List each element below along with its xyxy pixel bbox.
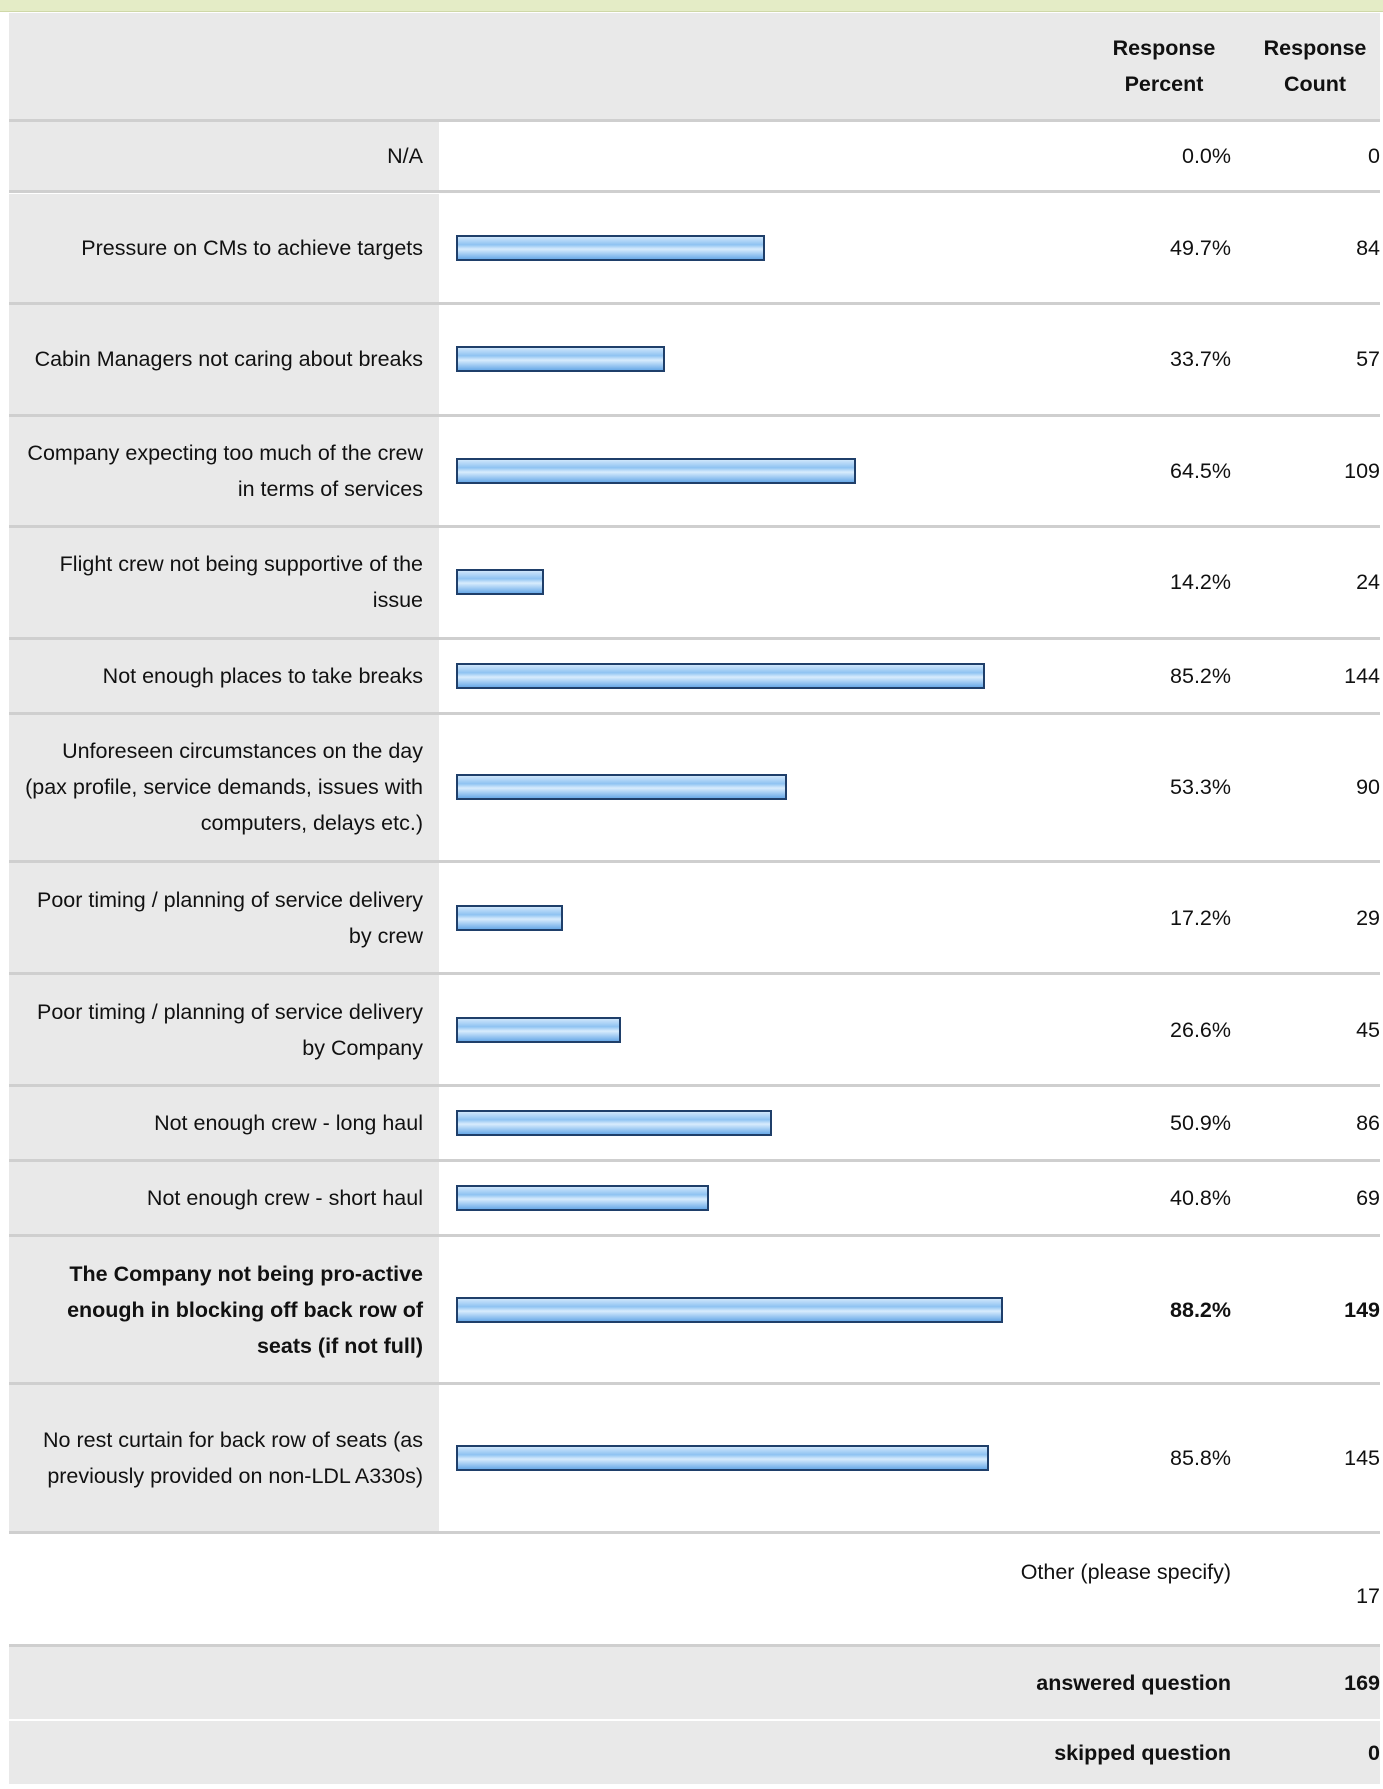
answer-row: Not enough crew - short haul 40.8% 69 <box>9 1162 1380 1238</box>
percent-bar <box>456 774 787 801</box>
response-count: 57 <box>1356 347 1380 372</box>
answer-row: Unforeseen circumstances on the day (pax… <box>9 714 1380 863</box>
percent-bar <box>456 346 666 373</box>
percent-bar <box>456 1016 622 1043</box>
answer-label: Company expecting too much of the crew i… <box>9 416 439 526</box>
response-percent: 85.8% <box>1170 1446 1231 1471</box>
response-percent: 50.9% <box>1170 1111 1231 1136</box>
response-count: 86 <box>1356 1111 1380 1136</box>
answer-row: The Company not being pro-active enough … <box>9 1237 1380 1386</box>
answer-label: Not enough places to take breaks <box>9 639 439 712</box>
answer-label: No rest curtain for back row of seats (a… <box>9 1385 439 1532</box>
percent-bar <box>456 1185 710 1212</box>
answer-label: Poor timing / planning of service delive… <box>9 862 439 973</box>
answer-row: No rest curtain for back row of seats (a… <box>9 1385 1380 1535</box>
response-percent: 14.2% <box>1170 570 1231 595</box>
answer-row: Poor timing / planning of service delive… <box>9 862 1380 976</box>
percent-bar <box>456 904 564 931</box>
answer-label: Not enough crew - long haul <box>9 1087 439 1160</box>
response-count: 0 <box>1368 144 1380 169</box>
answer-row: Not enough crew - long haul 50.9% 86 <box>9 1087 1380 1163</box>
percent-bar <box>456 1296 1004 1323</box>
answer-label: Pressure on CMs to achieve targets <box>9 193 439 303</box>
answer-row: Cabin Managers not caring about breaks 33… <box>9 305 1380 417</box>
skipped-count: 0 <box>1368 1740 1380 1765</box>
percent-bar <box>456 457 857 484</box>
other-row: Other (please specify) 17 <box>9 1535 1380 1648</box>
response-percent: 33.7% <box>1170 347 1231 372</box>
response-count: 149 <box>1344 1297 1380 1322</box>
response-count: 45 <box>1356 1017 1380 1042</box>
answer-label: Not enough crew - short haul <box>9 1162 439 1235</box>
top-band <box>0 0 1383 12</box>
response-percent: 64.5% <box>1170 458 1231 483</box>
response-count: 109 <box>1344 458 1380 483</box>
percent-bar <box>456 569 545 596</box>
answer-row: Poor timing / planning of service delive… <box>9 975 1380 1088</box>
percent-bar <box>456 1110 773 1137</box>
response-count: 69 <box>1356 1186 1380 1211</box>
response-count: 144 <box>1344 663 1380 688</box>
response-percent: 49.7% <box>1170 235 1231 260</box>
response-count: 24 <box>1356 570 1380 595</box>
skipped-label: skipped question <box>1054 1740 1231 1765</box>
answer-label: Poor timing / planning of service delive… <box>9 975 439 1085</box>
response-percent: 53.3% <box>1170 775 1231 800</box>
answer-row: Company expecting too much of the crew i… <box>9 416 1380 529</box>
response-percent: 85.2% <box>1170 663 1231 688</box>
percent-bar <box>456 1445 989 1472</box>
answer-label: Unforeseen circumstances on the day (pax… <box>9 714 439 860</box>
answer-label: N/A <box>9 121 439 191</box>
response-percent: 88.2% <box>1170 1297 1231 1322</box>
percent-bar <box>456 662 985 689</box>
answer-row: Flight crew not being supportive of the … <box>9 528 1380 640</box>
other-count: 17 <box>1356 1584 1380 1609</box>
column-header: Response Percent <box>1112 35 1216 96</box>
skipped-row: skipped question 0 <box>9 1721 1380 1786</box>
response-count: 84 <box>1356 235 1380 260</box>
answer-row: N/A 0.0% 0 <box>9 121 1380 194</box>
response-count: 145 <box>1344 1446 1380 1471</box>
answer-row: Not enough places to take breaks 85.2% 144 <box>9 639 1380 715</box>
answer-label: Flight crew not being supportive of the … <box>9 528 439 637</box>
answer-label: Cabin Managers not caring about breaks <box>9 305 439 414</box>
response-percent: 26.6% <box>1170 1017 1231 1042</box>
answered-count: 169 <box>1344 1671 1380 1696</box>
percent-bar <box>456 234 765 261</box>
other-label: Other (please specify) <box>1020 1559 1231 1584</box>
response-count: 29 <box>1356 905 1380 930</box>
response-count: 90 <box>1356 775 1380 800</box>
response-percent: 17.2% <box>1170 905 1231 930</box>
response-percent: 0.0% <box>1181 144 1231 169</box>
answered-row: answered question 169 <box>9 1647 1380 1722</box>
answered-label: answered question <box>1036 1671 1231 1696</box>
answer-row: Pressure on CMs to achieve targets 49.7% 8… <box>9 193 1380 306</box>
header-row: Response Percent Response Count <box>9 12 1380 122</box>
response-percent: 40.8% <box>1170 1186 1231 1211</box>
answer-label: The Company not being pro-active enough … <box>9 1237 439 1383</box>
column-header: Response Count <box>1263 35 1367 96</box>
